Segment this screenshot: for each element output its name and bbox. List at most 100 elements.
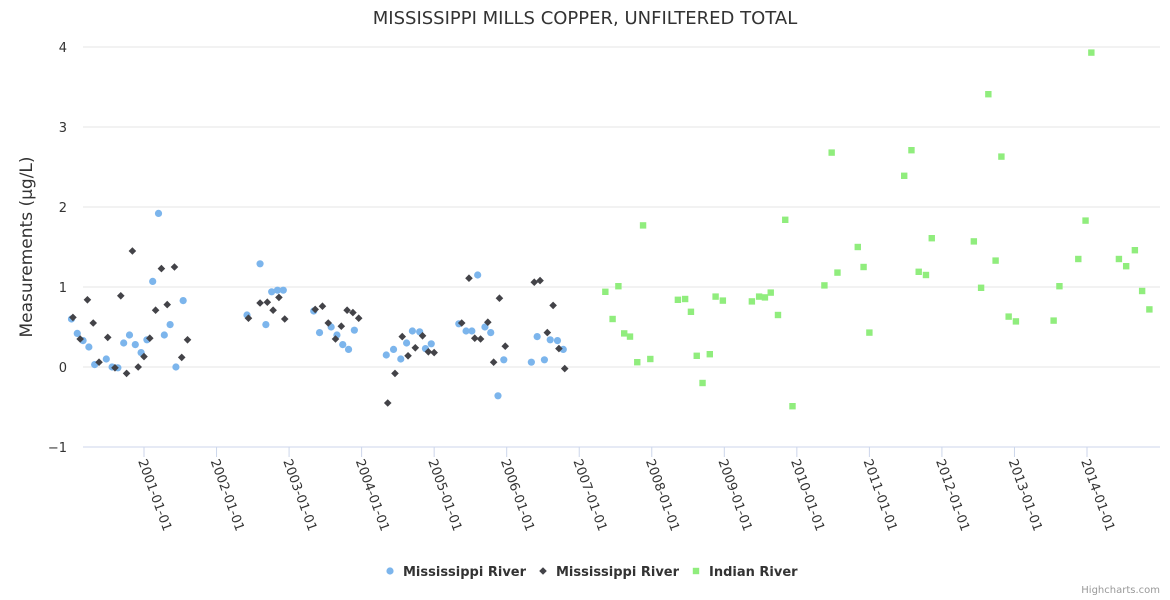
data-point [555,344,563,353]
data-point [527,358,535,366]
data-point [1075,255,1082,263]
legend-item[interactable]: Mississippi River [539,565,680,580]
data-point [268,288,276,296]
chart-title: MISSISSIPPI MILLS COPPER, UNFILTERED TOT… [373,8,798,29]
data-point [354,314,363,322]
data-point [712,293,719,300]
data-point [343,306,351,314]
data-point [430,348,438,357]
data-point [755,293,763,300]
data-point [928,235,935,242]
y-tick-label: 2 [59,201,67,216]
data-point [339,341,347,349]
legend-label: Mississippi River [556,565,680,580]
x-tick-label: 2011-01-01 [860,457,900,533]
data-point [179,297,187,305]
data-point [647,355,654,363]
data-point [404,352,412,360]
data-point [495,294,504,302]
data-point [639,222,647,229]
data-point [474,271,482,279]
data-point [331,335,340,343]
data-point [157,264,166,273]
data-point [699,379,706,387]
data-point [457,319,466,327]
data-point [1131,247,1139,254]
legend: Mississippi River Mississippi River Indian… [386,565,798,580]
legend-marker [539,567,547,575]
legend-marker [386,567,394,575]
y-tick-label: 3 [59,121,67,136]
data-point [560,364,569,373]
data-point [263,298,272,306]
data-point [125,331,134,339]
credits-link[interactable]: Highcharts.com [1081,585,1160,596]
data-point [177,353,186,362]
data-point [489,358,498,366]
data-point [834,269,841,276]
data-point [170,263,179,271]
data-point [95,358,103,366]
data-point [73,329,81,337]
data-point [149,277,157,285]
x-tick-label: 2006-01-01 [497,457,537,533]
data-point [553,337,562,345]
data-point [418,332,427,340]
data-point [1050,317,1057,324]
data-point [280,315,289,323]
y-tick-label: 0 [59,361,67,376]
data-point [1012,318,1020,325]
x-tick-label: 2004-01-01 [352,457,392,533]
data-point [140,352,148,361]
data-point [761,294,769,301]
data-point [424,348,433,356]
x-tick-label: 2008-01-01 [642,457,682,533]
x-tick-label: 2003-01-01 [279,457,319,533]
data-point [985,91,992,98]
data-point [318,302,327,310]
x-tick-label: 2012-01-01 [932,457,972,533]
data-point [275,293,283,302]
data-point [481,323,489,331]
data-point [693,352,700,359]
data-point [901,172,908,179]
legend-label: Indian River [709,565,798,580]
data-point [102,355,110,363]
legend-item[interactable]: Indian River [692,565,798,580]
data-point [269,306,277,314]
data-point [349,308,357,317]
data-point [262,321,270,329]
x-tick-label: 2014-01-01 [1077,457,1117,533]
data-point [719,297,727,304]
data-point [866,329,873,336]
x-tick-label: 2009-01-01 [715,457,755,533]
data-point [621,330,628,337]
data-point [674,296,682,303]
data-point [172,363,180,371]
y-axis-label: Measurements (μg/L) [17,156,37,337]
data-point [244,314,253,322]
legend-marker [692,567,700,575]
legend-item[interactable]: Mississippi River [386,565,527,580]
x-tick-label: 2002-01-01 [207,457,247,533]
x-tick-label: 2001-01-01 [134,457,174,533]
data-point [462,327,470,335]
data-point [860,263,867,271]
data-point [389,345,398,353]
data-point [922,271,930,279]
data-point [615,283,622,290]
data-point [992,257,999,264]
data-point [476,335,485,343]
data-point [767,289,774,296]
data-point [1056,283,1063,290]
data-point [494,392,502,400]
data-point [166,321,174,329]
data-point [908,147,915,154]
data-point [311,305,319,314]
data-point [540,356,549,364]
data-point [146,334,154,342]
data-point [549,301,557,310]
data-point [273,286,282,294]
data-point [626,333,634,340]
data-point [1115,255,1123,263]
